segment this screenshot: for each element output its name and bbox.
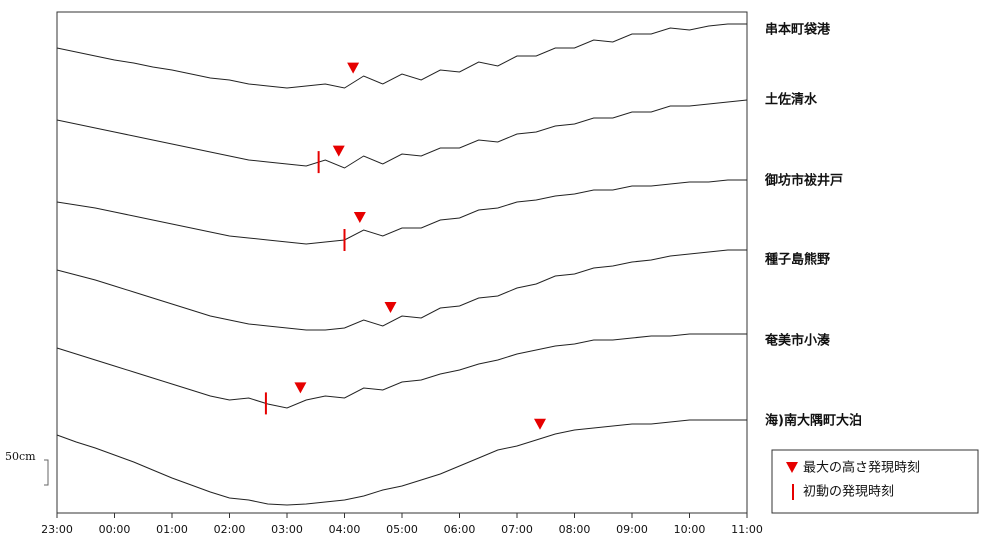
station-label: 種子島熊野 [765,252,830,268]
max-marker [294,382,307,394]
x-tick-label: 06:00 [444,523,476,536]
max-marker [534,418,546,430]
station-label: 串本町袋港 [765,22,831,38]
legend-max-icon [786,462,798,473]
x-tick-label: 08:00 [559,523,591,536]
waveform [56,249,747,331]
x-tick-label: 00:00 [99,523,131,536]
x-tick-label: 09:00 [616,523,648,536]
x-tick-label: 10:00 [674,523,706,536]
max-marker [384,302,397,313]
scale-label: 50cm [5,450,36,463]
x-tick-label: 03:00 [271,523,303,536]
legend-max-label: 最大の高さ発現時刻 [803,460,920,476]
x-tick-label: 04:00 [329,523,361,536]
station-label: 御坊市祓井戸 [764,173,843,189]
station-label: 海)南大隅町大泊 [765,413,862,429]
plot-frame [56,11,748,514]
max-marker [347,62,360,74]
station-label: 奄美市小湊 [764,333,831,349]
waveform [56,333,747,409]
waveform [56,99,748,169]
scale-bar [44,459,49,486]
legend-box [771,449,979,514]
station-label: 土佐清水 [765,92,818,108]
x-tick-label: 01:00 [156,523,188,536]
x-tick-label: 23:00 [41,523,73,536]
max-marker [353,212,366,223]
waveform [56,419,747,506]
x-tick-label: 07:00 [501,523,533,536]
x-tick-label: 02:00 [214,523,246,536]
max-marker [332,145,345,157]
waveform [56,23,747,89]
legend-first-label: 初動の発現時刻 [803,485,894,500]
x-tick-label: 11:00 [731,523,763,536]
x-tick-label: 05:00 [386,523,418,536]
waveform [56,179,747,245]
